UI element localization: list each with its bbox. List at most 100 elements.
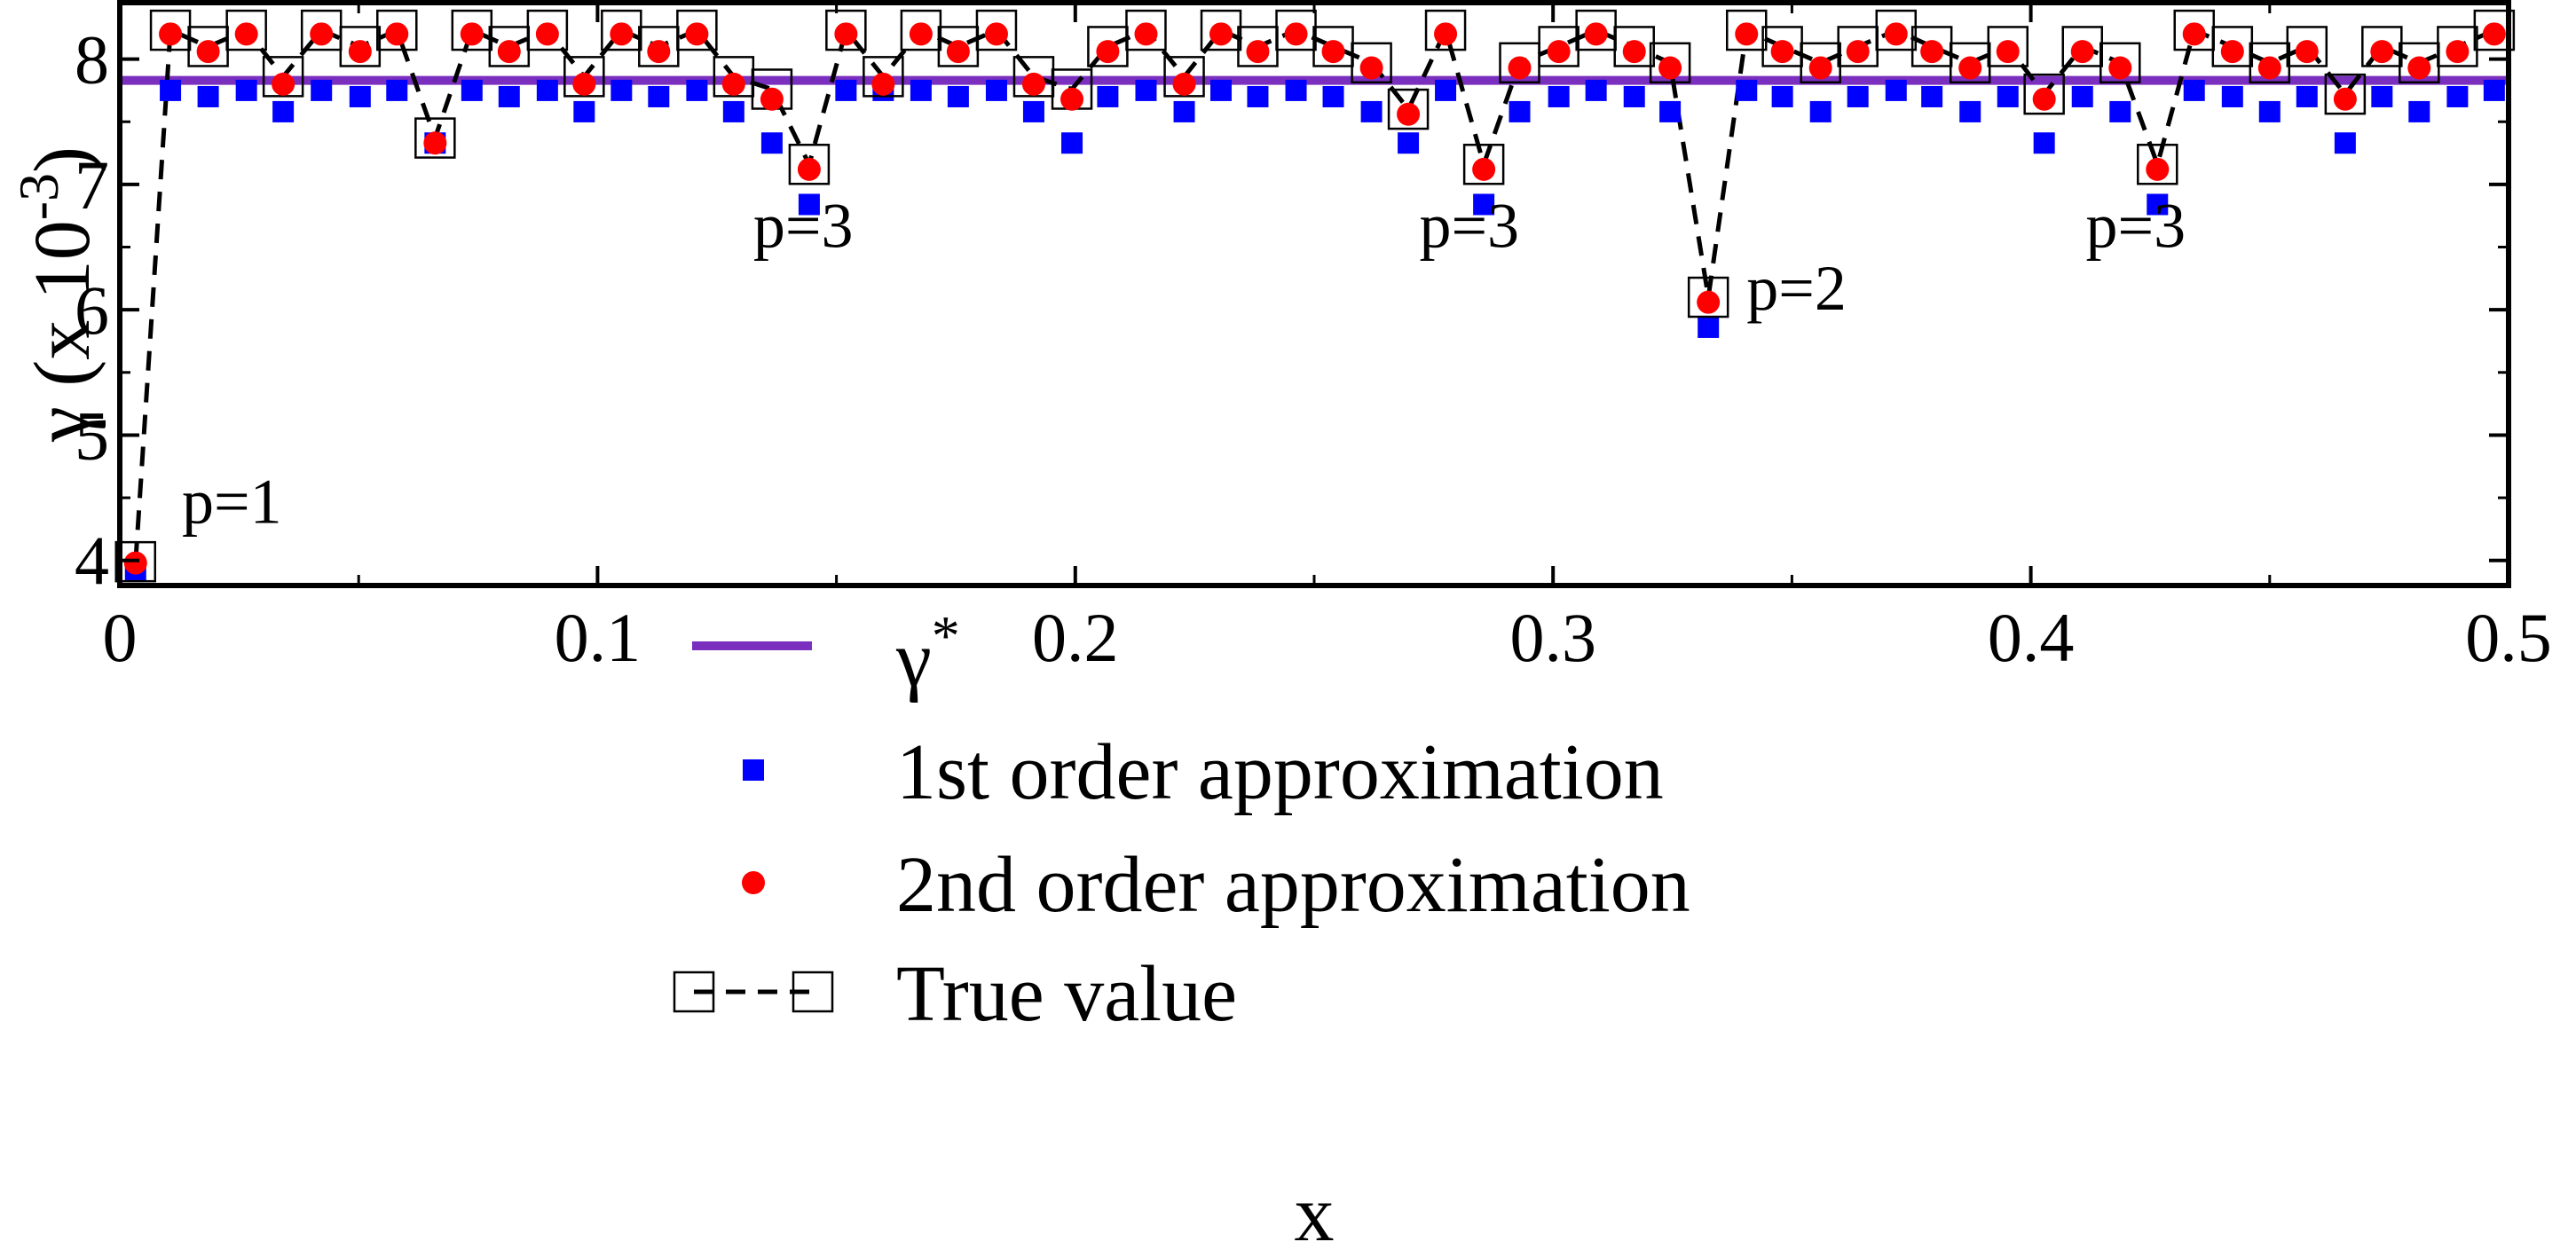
first-order-point (611, 79, 633, 101)
first-order-point (2296, 85, 2318, 107)
second-order-point (1134, 22, 1158, 46)
first-order-point (2483, 79, 2505, 101)
second-order-point (2182, 22, 2206, 46)
true-value-point (114, 540, 157, 583)
y-tick-label: 6 (75, 271, 109, 349)
second-order-point (760, 87, 784, 111)
second-order-point (1284, 22, 1308, 46)
true-value-point (451, 9, 493, 51)
second-order-point (2333, 87, 2357, 111)
true-value-point (2249, 42, 2291, 84)
y-axis-label-exponent: -3 (7, 173, 70, 220)
first-order-point (2334, 132, 2356, 154)
true-value-point (2061, 26, 2103, 67)
second-order-series (123, 22, 2506, 575)
true-value-point (563, 56, 605, 98)
first-order-point (1623, 85, 1645, 107)
first-order-point (1585, 79, 1607, 101)
period-annotation: p=3 (1419, 191, 1519, 262)
first-order-point (386, 79, 408, 101)
second-order-point (497, 40, 521, 64)
second-order-point (1584, 22, 1608, 46)
second-order-point (871, 72, 895, 96)
true-value-point (1726, 9, 1768, 51)
second-order-point (348, 40, 372, 64)
first-order-point (235, 79, 257, 101)
y-tick-label: 8 (75, 21, 109, 98)
second-order-point (423, 131, 447, 155)
second-order-point (647, 40, 671, 64)
y-tick-label: 5 (75, 397, 109, 474)
true-value-point (1462, 144, 1505, 185)
true-value-point (2137, 144, 2178, 185)
true-value-point (1987, 26, 2029, 67)
second-order-point (1359, 56, 1383, 80)
first-order-point (2071, 85, 2093, 107)
first-order-point (1210, 79, 1233, 101)
first-order-point (311, 79, 333, 101)
y-axis-label-close: ) (19, 146, 106, 173)
first-order-point (2408, 100, 2430, 122)
second-order-point (1508, 56, 1532, 80)
second-order-point (310, 22, 334, 46)
second-order-point (272, 72, 295, 96)
legend-true-value-label: True value (896, 950, 1237, 1038)
second-order-point (1808, 56, 1832, 80)
true-value-point (2437, 26, 2478, 67)
second-order-point (721, 72, 745, 96)
second-order-point (460, 22, 484, 46)
first-order-point (1771, 85, 1793, 107)
first-order-point (573, 100, 595, 122)
x-tick-label: 0.1 (555, 599, 642, 676)
true-value-point (149, 9, 192, 51)
true-value-point (1949, 42, 1991, 84)
first-order-point (1135, 79, 1157, 101)
second-order-point (1397, 102, 1421, 126)
first-order-point (2258, 100, 2281, 122)
true-value-point (1351, 42, 1392, 84)
first-order-series (124, 79, 2505, 582)
first-order-point (1398, 132, 1420, 154)
second-order-point (1884, 22, 1908, 46)
period-annotation: p=3 (2086, 191, 2186, 262)
first-order-point (461, 79, 483, 101)
second-order-point (1246, 40, 1270, 64)
first-order-point (160, 79, 182, 101)
first-order-point (835, 79, 857, 101)
first-order-point (2446, 85, 2469, 107)
true-value-point (2473, 9, 2516, 51)
first-order-point (1173, 100, 1195, 122)
true-value-point (601, 9, 642, 51)
second-order-point (2407, 56, 2431, 80)
legend: γ* 1st order approximation 2nd order app… (673, 604, 1690, 1038)
first-order-point (798, 193, 820, 216)
x-tick-label: 0 (103, 599, 138, 676)
x-tick-label: 0.3 (1509, 599, 1596, 676)
axis-ticks: 0 0.1 0.2 0.3 0.4 0.5 4 5 6 7 8 (75, 3, 2552, 676)
x-axis-label: x (1295, 1170, 1335, 1242)
true-value-point (1424, 9, 1467, 51)
first-order-point (722, 100, 744, 122)
second-order-point (1697, 290, 1721, 314)
first-order-point (1921, 85, 1943, 107)
second-order-point (909, 22, 933, 46)
true-value-dashed-line (133, 24, 2495, 562)
true-value-point (2023, 73, 2065, 115)
second-order-point (2446, 40, 2470, 64)
second-order-point (1547, 40, 1571, 64)
true-value-point (1800, 42, 1841, 84)
legend-second-order-swatch (742, 871, 765, 894)
legend-second-order-label: 2nd order approximation (896, 841, 1690, 929)
true-value-point (1163, 56, 1205, 98)
y-tick-label: 4 (75, 523, 109, 600)
first-order-point (1509, 100, 1531, 122)
first-order-point (910, 79, 932, 101)
second-order-point (1434, 22, 1458, 46)
first-order-point (1698, 316, 1720, 338)
x-tick-label: 0.2 (1032, 599, 1119, 676)
first-order-point (1809, 100, 1832, 122)
first-order-point (349, 85, 371, 107)
second-order-point (1658, 56, 1682, 80)
first-order-point (2183, 79, 2205, 101)
second-order-point (984, 22, 1008, 46)
